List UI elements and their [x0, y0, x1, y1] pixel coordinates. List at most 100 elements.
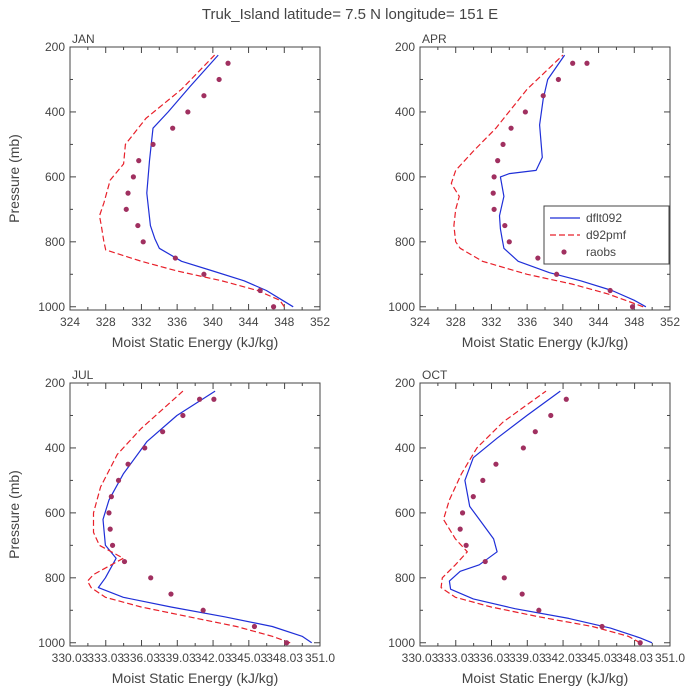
plot-frame-jan [69, 46, 321, 311]
y-tick-label: 400 [45, 105, 65, 119]
x-tick-label: 339.03 [509, 651, 546, 665]
x-tick-label: 348.03 [616, 651, 653, 665]
raobs-point [491, 206, 497, 212]
raobs-point [160, 429, 166, 435]
x-tick-label: 328 [446, 315, 466, 329]
raobs-point [180, 412, 186, 419]
x-tick-label: 328 [96, 315, 116, 329]
y-tick-label: 1000 [38, 636, 65, 650]
x-tick-label: 336 [517, 315, 537, 329]
raobs-point [251, 623, 258, 630]
raobs-point [570, 60, 576, 66]
x-tick-label: 348.03 [266, 651, 303, 665]
y-tick-label: 600 [395, 506, 415, 520]
x-tick-label: 345.03 [230, 651, 267, 665]
series-group-jul [86, 390, 313, 646]
raobs-point [284, 640, 290, 646]
figure-title: Truk_Island latitude= 7.5 N longitude= 1… [202, 6, 498, 23]
x-axis-label: Moist Static Energy (kJ/kg) [462, 334, 629, 350]
raobs-point [482, 558, 488, 565]
panel-apr: APR 324 328 332 336 340 344 348 352 200 400 600 800 1… [388, 32, 680, 350]
raobs-point [637, 640, 643, 646]
raobs-point [629, 304, 636, 310]
y-tick-label: 400 [395, 441, 415, 455]
raobs-point [115, 477, 122, 484]
x-tick-label: 336.03 [473, 651, 510, 665]
raobs-point [536, 607, 542, 613]
y-tick-label: 800 [395, 235, 415, 249]
raobs-point [150, 141, 156, 148]
x-tick-label: 324 [60, 315, 80, 329]
y-tick-label: 400 [45, 441, 65, 455]
x-axis-label: Moist Static Energy (kJ/kg) [112, 334, 279, 350]
y-tick-label: 1000 [388, 300, 415, 314]
raobs-point [470, 494, 476, 500]
legend-raobs-label: raobs [586, 245, 616, 259]
raobs-point [130, 174, 136, 180]
x-tick-label: 339.03 [159, 651, 196, 665]
y-tick-label: 800 [395, 571, 415, 585]
raobs-point [170, 125, 176, 131]
series-group-jan [98, 54, 294, 310]
raobs-point [185, 109, 191, 115]
d92pmf-line [86, 390, 291, 644]
panel-label-jul: JUL [72, 368, 94, 382]
legend-raobs-marker [561, 249, 567, 255]
x-tick-label: 333.03 [87, 651, 124, 665]
raobs-point [584, 60, 590, 66]
raobs-point [607, 287, 613, 294]
raobs-point [490, 190, 496, 196]
series-group-apr [450, 54, 647, 310]
raobs-point [196, 396, 203, 402]
dflt092-line [448, 390, 653, 644]
legend-dflt092-label: dflt092 [586, 211, 622, 225]
raobs-point [172, 255, 178, 261]
raobs-point [106, 510, 112, 516]
y-tick-label: 200 [45, 376, 65, 390]
plot-frame-oct [419, 382, 671, 647]
raobs-point [125, 461, 131, 467]
raobs-point [225, 60, 231, 66]
y-tick-label: 1000 [388, 636, 415, 650]
y-axis-label: Pressure (mb) [6, 134, 22, 223]
x-tick-label: 332 [131, 315, 151, 329]
raobs-point [123, 206, 129, 212]
raobs-point [121, 558, 128, 565]
x-axis-label: Moist Static Energy (kJ/kg) [462, 670, 629, 686]
dflt092-line [498, 54, 647, 308]
y-axis-label: Pressure (mb) [6, 470, 22, 559]
raobs-point [480, 477, 486, 484]
y-tick-label: 600 [45, 506, 65, 520]
raobs-point [522, 109, 528, 115]
y-tick-label: 200 [395, 40, 415, 54]
panel-label-oct: OCT [422, 368, 448, 382]
dflt092-line [97, 390, 313, 644]
x-tick-label: 330.03 [52, 651, 89, 665]
raobs-point [540, 93, 546, 99]
y-tick-label: 400 [395, 105, 415, 119]
y-tick-label: 800 [45, 571, 65, 585]
x-tick-label: 348 [624, 315, 644, 329]
y-tick-label: 600 [395, 170, 415, 184]
x-tick-label: 324 [410, 315, 430, 329]
raobs-point [520, 445, 526, 451]
panel-label-jan: JAN [72, 32, 95, 46]
x-tick-label: 352 [660, 315, 680, 329]
raobs-point [599, 623, 605, 630]
x-tick-label: 336 [167, 315, 187, 329]
y-tick-label: 600 [45, 170, 65, 184]
raobs-point [532, 429, 538, 435]
raobs-point [136, 158, 142, 164]
raobs-point [457, 526, 463, 532]
raobs-point [491, 174, 497, 180]
raobs-point [200, 607, 206, 613]
x-tick-label: 342.03 [545, 651, 582, 665]
x-tick-label: 330.03 [402, 651, 439, 665]
x-tick-label: 344 [589, 315, 609, 329]
x-axis-label: Moist Static Energy (kJ/kg) [112, 670, 279, 686]
raobs-point [142, 445, 148, 451]
raobs-point [135, 222, 141, 229]
dflt092-line [146, 54, 294, 308]
